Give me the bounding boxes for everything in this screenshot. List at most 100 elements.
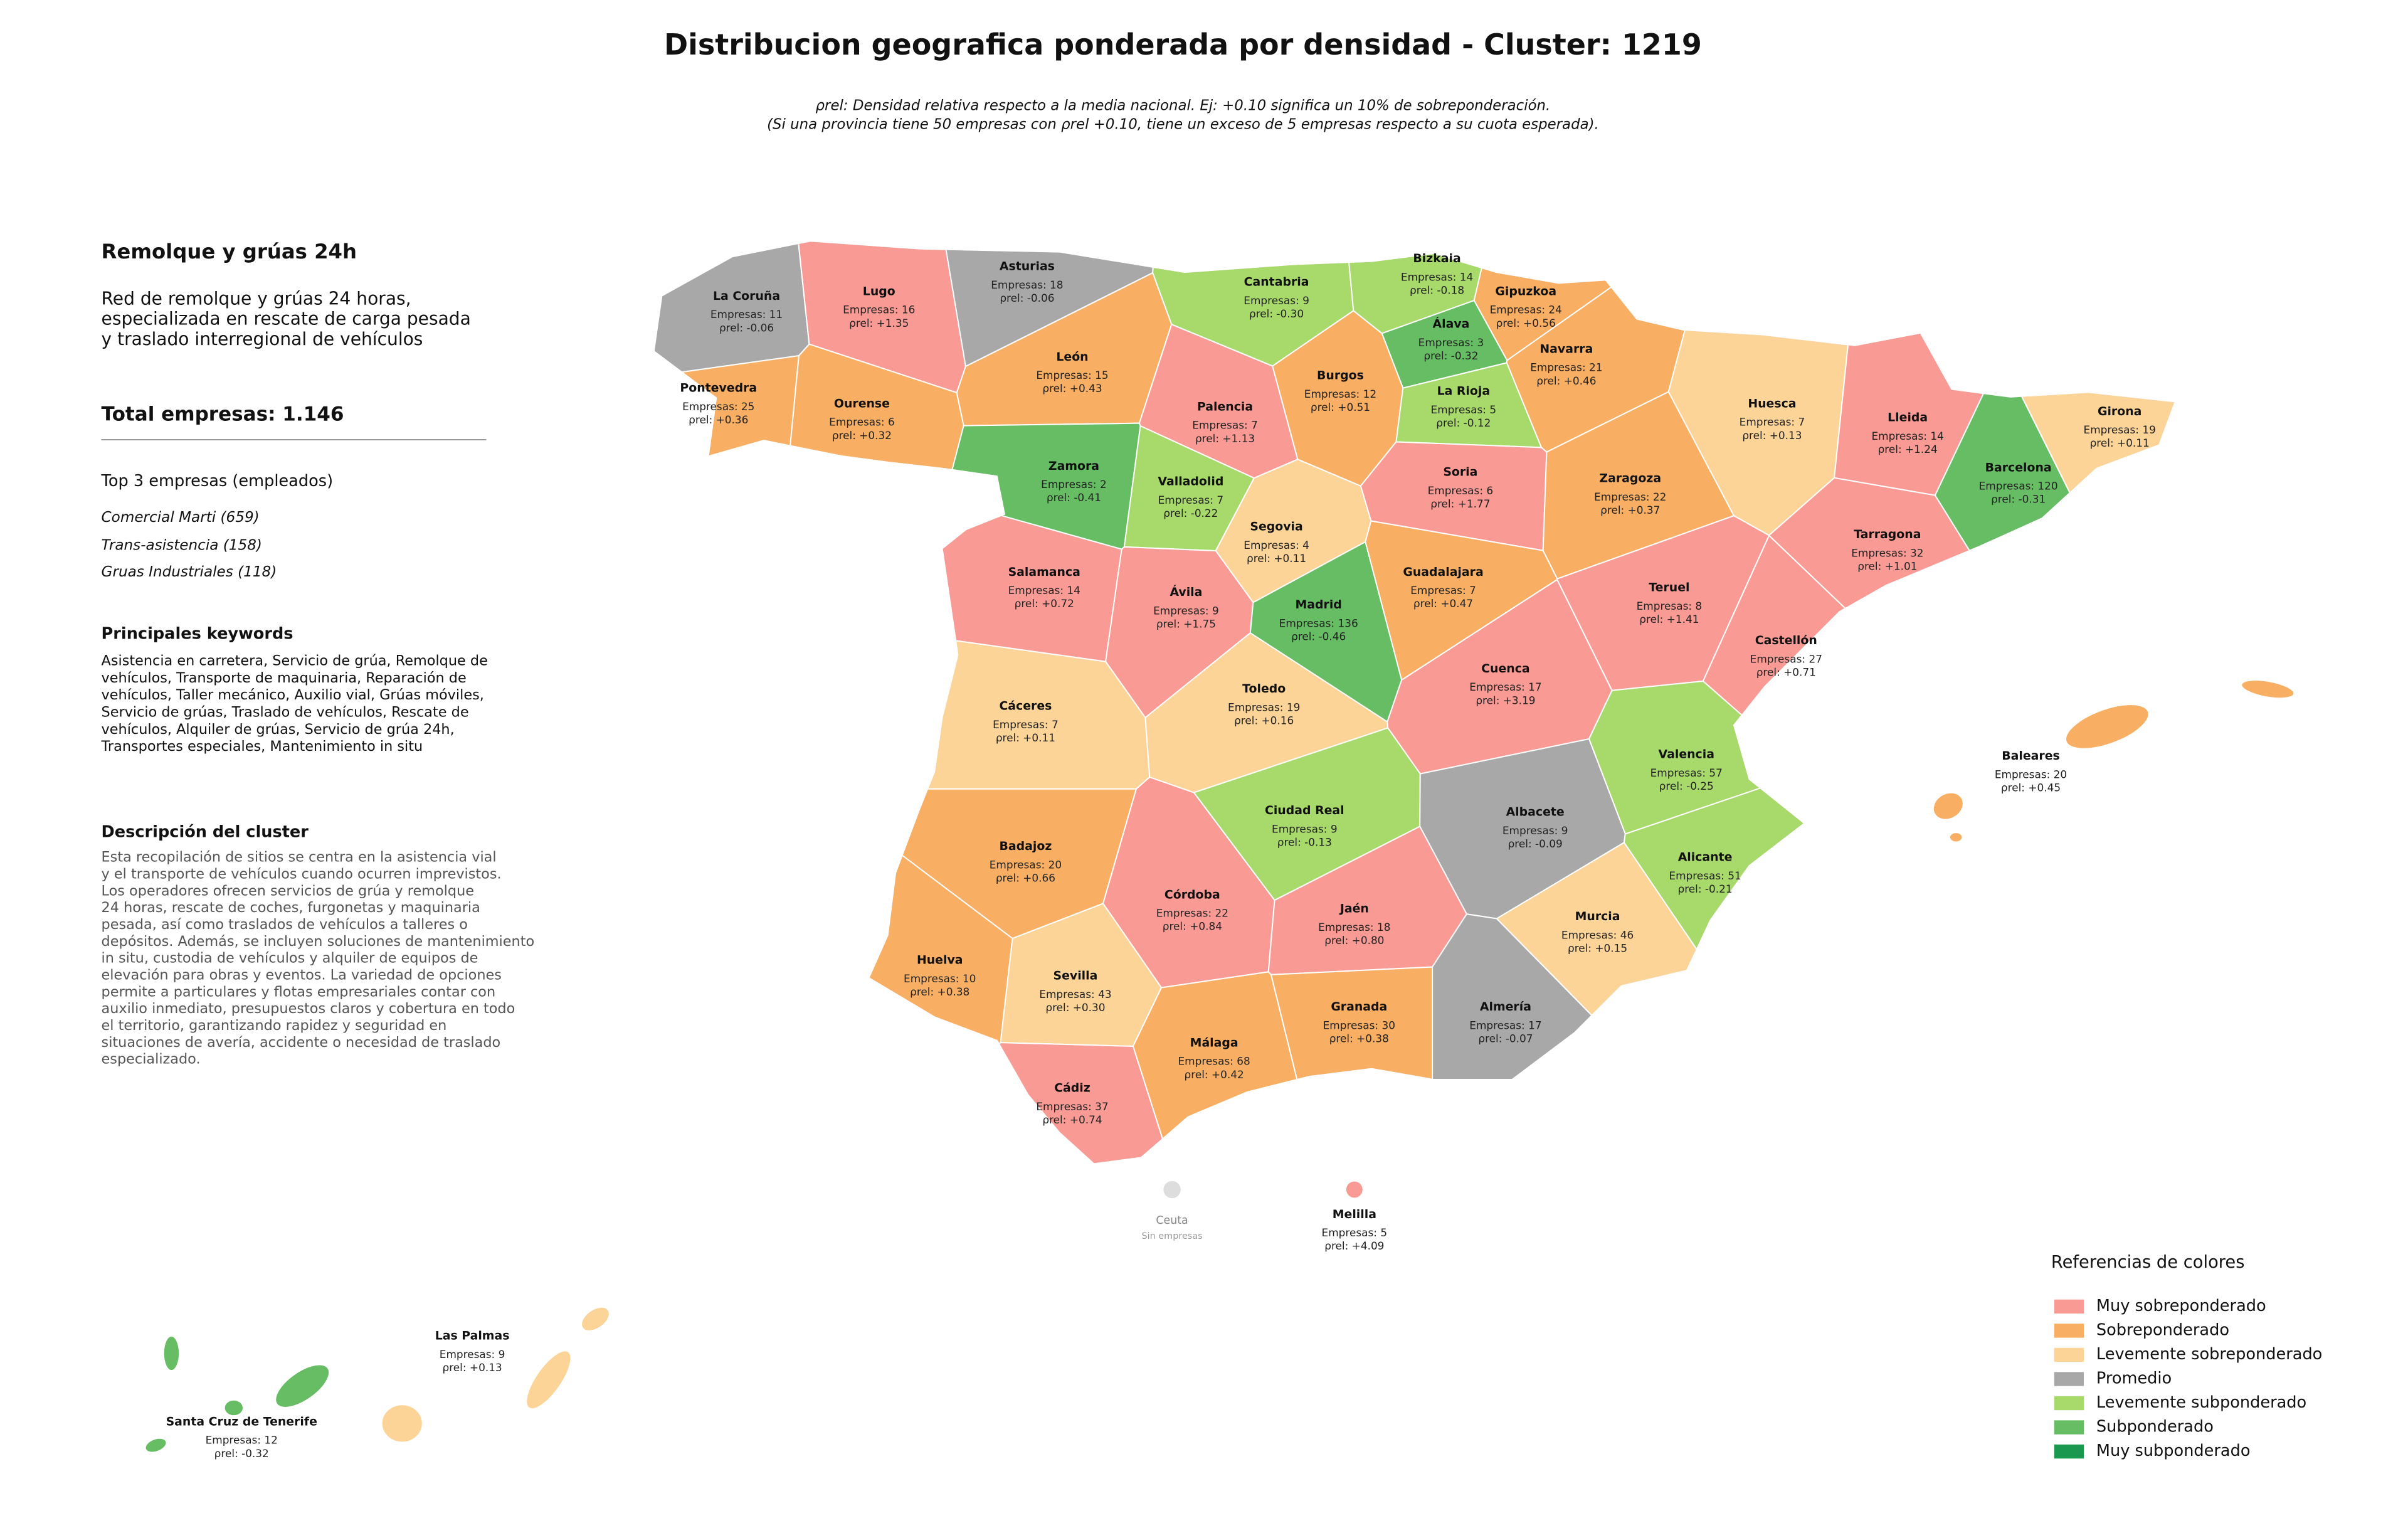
province-companies: Empresas: 19 <box>1228 701 1300 714</box>
province-density: ρrel: +1.35 <box>849 317 909 329</box>
province-name: Córdoba <box>1164 888 1220 901</box>
province-density: ρrel: -0.09 <box>1508 837 1563 850</box>
province-name: Barcelona <box>1985 460 2052 474</box>
province-density: ρrel: -0.46 <box>1291 630 1346 642</box>
province-density: ρrel: +1.77 <box>1430 497 1490 510</box>
province <box>581 1307 610 1332</box>
ceuta-shape <box>1163 1180 1181 1199</box>
province-companies: Empresas: 9 <box>1272 822 1338 835</box>
description-line: auxilio inmediato, presupuestos claros y… <box>102 1000 515 1017</box>
province-companies: Empresas: 11 <box>710 308 783 321</box>
province-companies: Empresas: 17 <box>1469 681 1541 693</box>
province-name: Ávila <box>1170 585 1202 599</box>
province-companies: Empresas: 25 <box>682 400 754 413</box>
province-density: ρrel: +0.11 <box>2090 437 2150 449</box>
province-companies: Empresas: 30 <box>1323 1019 1395 1032</box>
description-line: el territorio, garantizando rapidez y se… <box>102 1017 447 1034</box>
province-name: Murcia <box>1575 910 1620 923</box>
province-density: ρrel: -0.32 <box>1423 349 1478 362</box>
province-name: Madrid <box>1296 598 1342 612</box>
province-name: Zamora <box>1048 459 1099 473</box>
province-companies: Empresas: 9 <box>1244 294 1309 307</box>
province-density: ρrel: -0.41 <box>1047 491 1101 504</box>
province-density: ρrel: +1.41 <box>1639 613 1699 625</box>
legend-label: Levemente sobreponderado <box>2096 1345 2322 1364</box>
province-name: Baleares <box>2002 749 2059 763</box>
legend: Referencias de colores Muy sobreponderad… <box>2051 1253 2323 1460</box>
province-density: ρrel: +0.66 <box>996 872 1055 884</box>
province-companies: Empresas: 68 <box>1178 1055 1250 1068</box>
province <box>275 1364 330 1408</box>
description-line: permite a particulares y flotas empresar… <box>102 984 496 1000</box>
province-companies: Empresas: 14 <box>1008 584 1080 597</box>
province-name: Ciudad Real <box>1265 804 1344 817</box>
province-density: ρrel: -0.31 <box>1991 493 2046 506</box>
province-companies: Empresas: 4 <box>1244 539 1309 551</box>
province-name: Huelva <box>917 953 963 967</box>
province-name: Burgos <box>1317 369 1364 383</box>
description-line: y el transporte de vehículos cuando ocur… <box>102 866 502 882</box>
province-companies: Empresas: 14 <box>1401 271 1473 284</box>
summary: especializada en rescate de carga pesada <box>102 309 471 329</box>
province-name: Huesca <box>1748 396 1796 410</box>
province <box>224 1399 244 1416</box>
province-companies: Empresas: 3 <box>1418 336 1484 349</box>
summary: Red de remolque y grúas 24 horas, <box>102 288 411 309</box>
legend-label: Subponderado <box>2096 1418 2214 1436</box>
province-companies: Empresas: 21 <box>1530 361 1602 374</box>
province-name: La Coruña <box>713 289 780 303</box>
keywords-line: Asistencia en carretera, Servicio de grú… <box>102 652 488 669</box>
province-density: ρrel: +0.43 <box>1042 382 1102 395</box>
province-density: ρrel: +0.38 <box>1329 1032 1389 1045</box>
description-line: Esta recopilación de sitios se centra en… <box>102 849 497 866</box>
province-name: Granada <box>1331 1000 1387 1014</box>
province-density: ρrel: +1.75 <box>1156 618 1216 630</box>
province-density: ρrel: +0.42 <box>1185 1068 1244 1081</box>
province-companies: Empresas: 51 <box>1669 869 1741 882</box>
province-density: ρrel: -0.06 <box>1000 292 1054 304</box>
province-density: ρrel: +0.37 <box>1600 504 1660 516</box>
province-companies: Empresas: 22 <box>1156 907 1228 920</box>
peninsula <box>654 241 2175 1164</box>
province-name: Segovia <box>1250 520 1302 534</box>
province <box>832 1042 1188 1164</box>
province-name: Zaragoza <box>1599 472 1661 485</box>
province-name: Guadalajara <box>1403 565 1483 579</box>
legend-swatch <box>2054 1347 2084 1362</box>
legend-swatch <box>2054 1420 2084 1435</box>
province-companies: Empresas: 7 <box>1740 416 1805 428</box>
province-name: Cuenca <box>1481 662 1529 676</box>
province-density: ρrel: +0.71 <box>1756 666 1816 679</box>
legend-title: Referencias de colores <box>2051 1253 2245 1272</box>
province-density: ρrel: -0.06 <box>719 321 774 334</box>
description-line: in situ, custodia de vehículos y alquile… <box>102 950 478 967</box>
province-name: Valladolid <box>1158 475 1223 489</box>
legend-label: Promedio <box>2096 1369 2172 1388</box>
province-companies: Empresas: 46 <box>1561 928 1634 941</box>
province-density: ρrel: +0.46 <box>1536 374 1596 387</box>
province-companies: Empresas: 18 <box>1318 921 1390 933</box>
province-companies: Empresas: 22 <box>1594 491 1666 503</box>
province-companies: Empresas: 16 <box>843 304 915 316</box>
province-density: ρrel: -0.25 <box>1659 780 1714 792</box>
legend-label: Muy subponderado <box>2096 1441 2251 1460</box>
description-line: 24 horas, rescate de coches, furgonetas … <box>102 899 480 916</box>
province-companies: Empresas: 43 <box>1039 988 1111 1000</box>
province-density: ρrel: +1.24 <box>1878 443 1938 455</box>
province-companies: Empresas: 37 <box>1036 1100 1108 1113</box>
province <box>654 241 810 386</box>
province-density: ρrel: -0.21 <box>1677 883 1732 895</box>
province-density: ρrel: +0.30 <box>1045 1001 1105 1014</box>
islands <box>145 679 2294 1453</box>
province-density: ρrel: -0.13 <box>1277 836 1332 849</box>
province <box>1623 772 2175 1164</box>
province-name: Salamanca <box>1008 565 1080 579</box>
description-line: elevación para obras y eventos. La varie… <box>102 967 502 984</box>
province-density: ρrel: +0.36 <box>689 413 748 426</box>
province-companies: Empresas: 10 <box>904 972 976 985</box>
province-name: Ourense <box>834 396 890 410</box>
province-density: ρrel: +0.32 <box>832 429 892 442</box>
province-density: ρrel: -0.18 <box>1410 284 1464 297</box>
